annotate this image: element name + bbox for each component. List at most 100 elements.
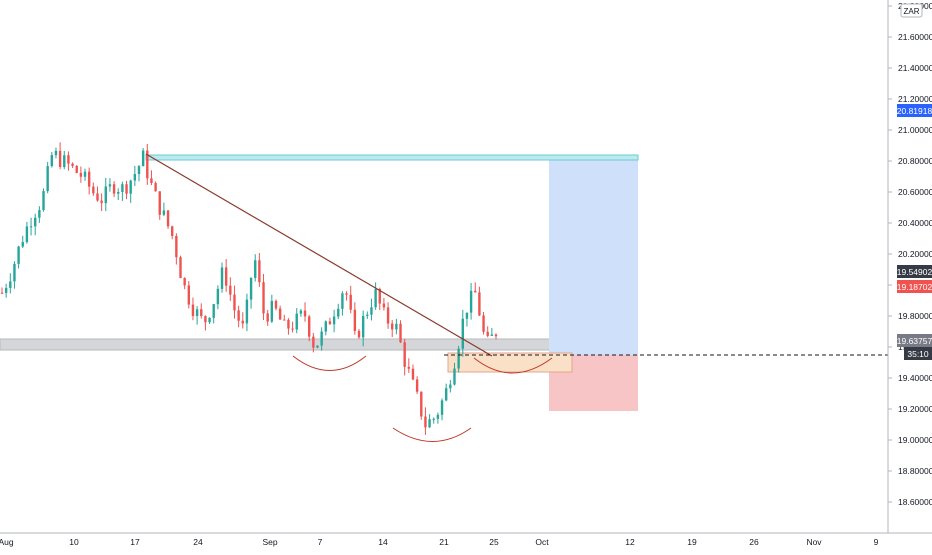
candle-body: [25, 226, 29, 243]
candle-body: [191, 304, 195, 317]
candle-body: [29, 226, 33, 228]
candle-body: [428, 419, 431, 428]
candle-body: [79, 172, 83, 177]
candle-body: [187, 285, 191, 305]
candle-body: [345, 293, 348, 295]
candle-body: [63, 155, 66, 167]
candle-body: [212, 304, 215, 318]
candle-body: [370, 307, 373, 315]
candle-body: [262, 282, 265, 314]
candle-body: [233, 294, 236, 311]
candle-body: [4, 287, 8, 293]
candle-body: [420, 391, 423, 417]
candle-body: [465, 312, 469, 319]
time-tick-label: 19: [687, 537, 697, 547]
target-badge: [897, 104, 932, 117]
candle-body: [158, 191, 161, 215]
candle-body: [112, 184, 116, 194]
candle-body: [175, 235, 178, 258]
candle-body: [382, 303, 386, 308]
candle-body: [403, 342, 406, 367]
candle-body: [137, 166, 141, 175]
time-tick-label: 10: [69, 537, 79, 547]
profit-zone: [549, 157, 638, 355]
candle-body: [320, 331, 323, 346]
stop-badge: [897, 280, 932, 293]
price-tick-label: 19.20000: [898, 404, 932, 414]
candle-body: [307, 316, 311, 337]
candle-body: [108, 184, 112, 187]
candle-body: [34, 217, 37, 227]
candle-body: [453, 368, 456, 385]
candle-body: [258, 260, 261, 283]
price-tick-label: 21.40000: [898, 63, 932, 73]
price-tick-label: 19.00000: [898, 435, 932, 445]
candle-body: [391, 323, 394, 330]
candle-body: [474, 290, 477, 293]
candle-body: [171, 226, 174, 236]
candle-body: [449, 384, 452, 389]
candles-group: [0, 142, 498, 435]
current-price-label: 19.54902: [897, 267, 932, 277]
time-tick-label: Oct: [535, 537, 549, 547]
candle-body: [71, 163, 74, 166]
price-tick-label: 19.80000: [898, 311, 932, 321]
candle-body: [407, 366, 411, 369]
candle-body: [195, 309, 199, 317]
candle-body: [341, 293, 344, 309]
candle-body: [245, 299, 249, 324]
candle-body: [54, 150, 58, 156]
candle-body: [357, 330, 361, 338]
candle-body: [208, 317, 211, 323]
candle-body: [312, 336, 315, 348]
candle-body: [469, 290, 473, 313]
candle-body: [117, 192, 120, 194]
price-tick-label: 21.20000: [898, 94, 932, 104]
price-tick-label: 20.80000: [898, 156, 932, 166]
candle-body: [299, 310, 303, 314]
candle-body: [378, 288, 381, 304]
candle-body: [424, 416, 427, 428]
candle-body: [328, 321, 332, 325]
candle-body: [374, 288, 377, 308]
candle-body: [183, 278, 186, 286]
chart-background: [0, 0, 888, 533]
time-tick-label: 12: [625, 537, 635, 547]
candle-body: [237, 310, 240, 321]
candle-body: [150, 178, 153, 184]
candle-body: [92, 186, 95, 194]
candle-body: [162, 210, 166, 215]
currency-badge: [900, 3, 923, 18]
candle-body: [75, 165, 78, 173]
candle-body: [104, 186, 107, 204]
candle-body: [478, 292, 481, 316]
time-tick-label: Nov: [806, 537, 822, 547]
candle-body: [270, 300, 274, 322]
candle-body: [17, 246, 20, 264]
candle-body: [50, 155, 54, 167]
target-band: [145, 154, 639, 161]
support-badge: [897, 334, 932, 347]
candle-body: [204, 316, 207, 323]
candle-body: [87, 171, 91, 187]
candle-body: [324, 321, 327, 332]
candle-body: [386, 307, 390, 324]
candle-body: [9, 281, 12, 288]
candle-body: [220, 267, 224, 289]
candle-body: [100, 200, 103, 204]
entry-zone: [447, 352, 573, 373]
left-shoulder-arc: [292, 355, 367, 371]
countdown-badge: [904, 347, 932, 360]
price-tick-label: 20.20000: [898, 249, 932, 259]
candle-body: [229, 285, 232, 295]
candle-body: [291, 328, 294, 330]
time-axis[interactable]: Aug 10 17 24 Sep 7 14 21 25 Oct 12 19 26 Nov 9: [0, 537, 879, 547]
candle-body: [179, 257, 182, 279]
candle-body: [133, 174, 137, 181]
candle-body: [283, 319, 286, 321]
candle-body: [395, 323, 398, 330]
candle-body: [287, 319, 290, 329]
candle-body: [141, 150, 145, 167]
candle-body: [490, 334, 494, 336]
